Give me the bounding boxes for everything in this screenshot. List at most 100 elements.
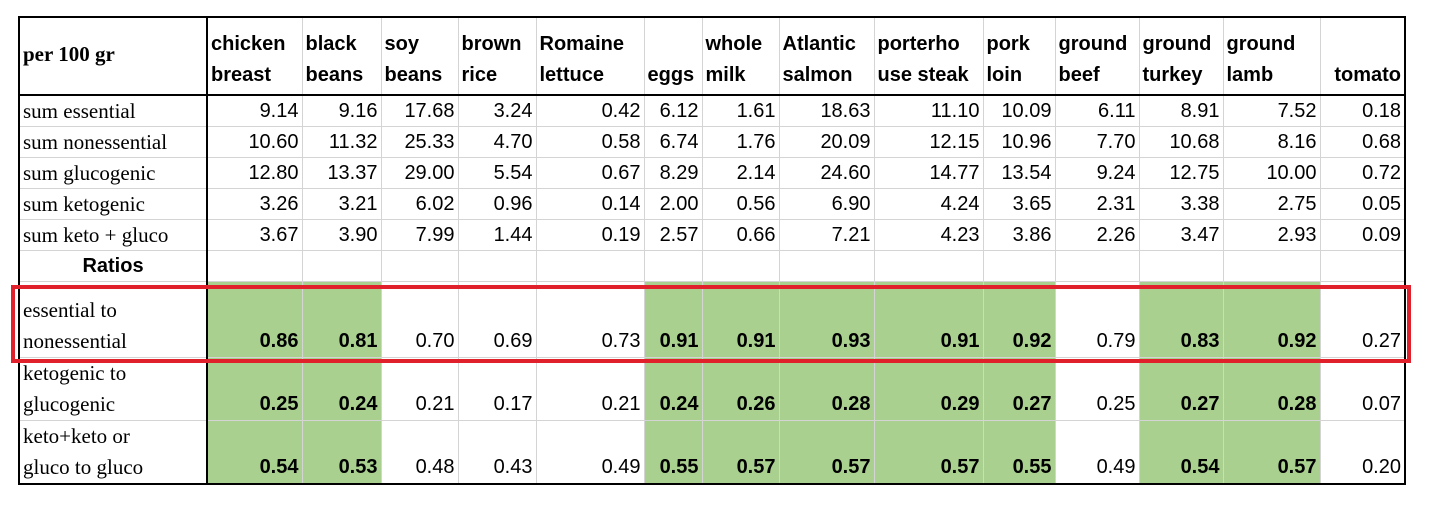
value-cell[interactable]: 0.66	[701, 218, 780, 251]
value-cell[interactable]: 3.24	[457, 94, 537, 127]
empty-cell[interactable]	[1138, 249, 1224, 282]
value-cell[interactable]: 2.00	[643, 187, 703, 220]
highlighted-value-cell[interactable]: 0.92	[982, 280, 1056, 358]
value-cell[interactable]: 0.17	[457, 356, 537, 421]
empty-cell[interactable]	[982, 249, 1056, 282]
value-cell[interactable]: 0.20	[1319, 419, 1406, 484]
header-food-cell[interactable]: pork loin	[982, 16, 1056, 96]
header-food-cell[interactable]: tomato	[1319, 16, 1406, 96]
highlighted-value-cell[interactable]: 0.28	[778, 356, 875, 421]
value-cell[interactable]: 3.65	[982, 187, 1056, 220]
highlighted-value-cell[interactable]: 0.81	[301, 280, 382, 358]
value-cell[interactable]: 0.70	[380, 280, 459, 358]
value-cell[interactable]: 0.42	[535, 94, 645, 127]
value-cell[interactable]: 0.05	[1319, 187, 1406, 220]
value-cell[interactable]: 2.57	[643, 218, 703, 251]
highlighted-value-cell[interactable]: 0.91	[873, 280, 984, 358]
section-label-cell[interactable]: Ratios	[18, 249, 208, 282]
empty-cell[interactable]	[643, 249, 703, 282]
empty-cell[interactable]	[873, 249, 984, 282]
header-food-cell[interactable]: ground beef	[1054, 16, 1140, 96]
empty-cell[interactable]	[1054, 249, 1140, 282]
value-cell[interactable]: 0.48	[380, 419, 459, 484]
header-food-cell[interactable]: whole milk	[701, 16, 780, 96]
empty-cell[interactable]	[535, 249, 645, 282]
value-cell[interactable]: 3.47	[1138, 218, 1224, 251]
row-label-cell[interactable]: sum keto + gluco	[18, 218, 208, 251]
empty-cell[interactable]	[1319, 249, 1406, 282]
value-cell[interactable]: 13.54	[982, 156, 1056, 189]
value-cell[interactable]: 20.09	[778, 125, 875, 158]
highlighted-value-cell[interactable]: 0.27	[982, 356, 1056, 421]
value-cell[interactable]: 1.76	[701, 125, 780, 158]
ratio-label-cell[interactable]: ketogenic to glucogenic	[18, 356, 208, 421]
highlighted-value-cell[interactable]: 0.24	[301, 356, 382, 421]
highlighted-value-cell[interactable]: 0.26	[701, 356, 780, 421]
highlighted-value-cell[interactable]: 0.57	[701, 419, 780, 484]
value-cell[interactable]: 29.00	[380, 156, 459, 189]
highlighted-value-cell[interactable]: 0.54	[1138, 419, 1224, 484]
header-food-cell[interactable]: black beans	[301, 16, 382, 96]
value-cell[interactable]: 3.26	[206, 187, 303, 220]
value-cell[interactable]: 18.63	[778, 94, 875, 127]
value-cell[interactable]: 0.49	[535, 419, 645, 484]
value-cell[interactable]: 2.14	[701, 156, 780, 189]
value-cell[interactable]: 4.24	[873, 187, 984, 220]
header-label-cell[interactable]: per 100 gr	[18, 16, 208, 96]
value-cell[interactable]: 7.70	[1054, 125, 1140, 158]
highlighted-value-cell[interactable]: 0.86	[206, 280, 303, 358]
value-cell[interactable]: 9.16	[301, 94, 382, 127]
empty-cell[interactable]	[301, 249, 382, 282]
highlighted-value-cell[interactable]: 0.57	[778, 419, 875, 484]
highlighted-value-cell[interactable]: 0.25	[206, 356, 303, 421]
empty-cell[interactable]	[701, 249, 780, 282]
value-cell[interactable]: 0.96	[457, 187, 537, 220]
value-cell[interactable]: 2.93	[1222, 218, 1321, 251]
value-cell[interactable]: 0.69	[457, 280, 537, 358]
row-label-cell[interactable]: sum glucogenic	[18, 156, 208, 189]
value-cell[interactable]: 10.68	[1138, 125, 1224, 158]
value-cell[interactable]: 0.27	[1319, 280, 1406, 358]
highlighted-value-cell[interactable]: 0.91	[643, 280, 703, 358]
value-cell[interactable]: 0.19	[535, 218, 645, 251]
value-cell[interactable]: 8.16	[1222, 125, 1321, 158]
empty-cell[interactable]	[1222, 249, 1321, 282]
value-cell[interactable]: 10.60	[206, 125, 303, 158]
highlighted-value-cell[interactable]: 0.92	[1222, 280, 1321, 358]
value-cell[interactable]: 0.21	[535, 356, 645, 421]
value-cell[interactable]: 11.32	[301, 125, 382, 158]
value-cell[interactable]: 8.29	[643, 156, 703, 189]
empty-cell[interactable]	[380, 249, 459, 282]
row-label-cell[interactable]: sum ketogenic	[18, 187, 208, 220]
value-cell[interactable]: 10.96	[982, 125, 1056, 158]
value-cell[interactable]: 7.21	[778, 218, 875, 251]
highlighted-value-cell[interactable]: 0.93	[778, 280, 875, 358]
header-food-cell[interactable]: Atlantic salmon	[778, 16, 875, 96]
highlighted-value-cell[interactable]: 0.91	[701, 280, 780, 358]
value-cell[interactable]: 3.90	[301, 218, 382, 251]
value-cell[interactable]: 5.54	[457, 156, 537, 189]
highlighted-value-cell[interactable]: 0.55	[982, 419, 1056, 484]
value-cell[interactable]: 0.25	[1054, 356, 1140, 421]
header-food-cell[interactable]: brown rice	[457, 16, 537, 96]
value-cell[interactable]: 0.14	[535, 187, 645, 220]
header-food-cell[interactable]: Romaine lettuce	[535, 16, 645, 96]
header-food-cell[interactable]: ground turkey	[1138, 16, 1224, 96]
value-cell[interactable]: 6.11	[1054, 94, 1140, 127]
value-cell[interactable]: 0.67	[535, 156, 645, 189]
value-cell[interactable]: 1.44	[457, 218, 537, 251]
value-cell[interactable]: 10.00	[1222, 156, 1321, 189]
highlighted-value-cell[interactable]: 0.53	[301, 419, 382, 484]
value-cell[interactable]: 2.75	[1222, 187, 1321, 220]
value-cell[interactable]: 6.90	[778, 187, 875, 220]
header-food-cell[interactable]: soy beans	[380, 16, 459, 96]
value-cell[interactable]: 4.70	[457, 125, 537, 158]
value-cell[interactable]: 17.68	[380, 94, 459, 127]
value-cell[interactable]: 3.21	[301, 187, 382, 220]
value-cell[interactable]: 9.24	[1054, 156, 1140, 189]
row-label-cell[interactable]: sum nonessential	[18, 125, 208, 158]
value-cell[interactable]: 12.80	[206, 156, 303, 189]
highlighted-value-cell[interactable]: 0.57	[1222, 419, 1321, 484]
value-cell[interactable]: 0.07	[1319, 356, 1406, 421]
header-food-cell[interactable]: eggs	[643, 16, 703, 96]
